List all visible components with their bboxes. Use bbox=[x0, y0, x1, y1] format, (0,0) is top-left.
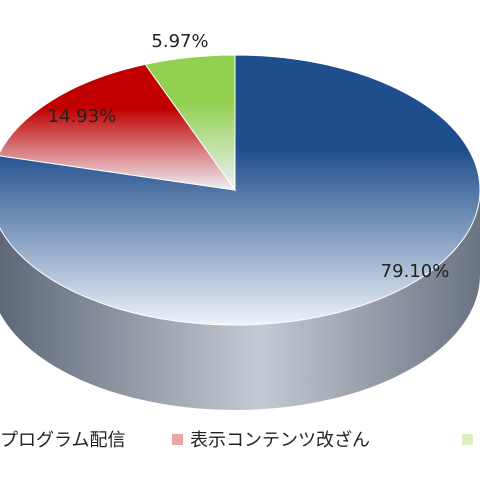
legend-label: 表示コンテンツ改ざん bbox=[190, 429, 370, 451]
legend-marker bbox=[462, 434, 473, 445]
value-label: 14.93% bbox=[48, 106, 117, 127]
legend-label: プログラム配信 bbox=[0, 430, 125, 451]
pie-slice bbox=[0, 54, 480, 326]
value-label: 79.10% bbox=[381, 261, 450, 282]
pie-slice bbox=[0, 63, 237, 191]
legend-marker bbox=[172, 434, 183, 445]
pie-side bbox=[0, 190, 480, 410]
value-label: 5.97% bbox=[151, 31, 208, 52]
pie-slice bbox=[144, 54, 236, 192]
